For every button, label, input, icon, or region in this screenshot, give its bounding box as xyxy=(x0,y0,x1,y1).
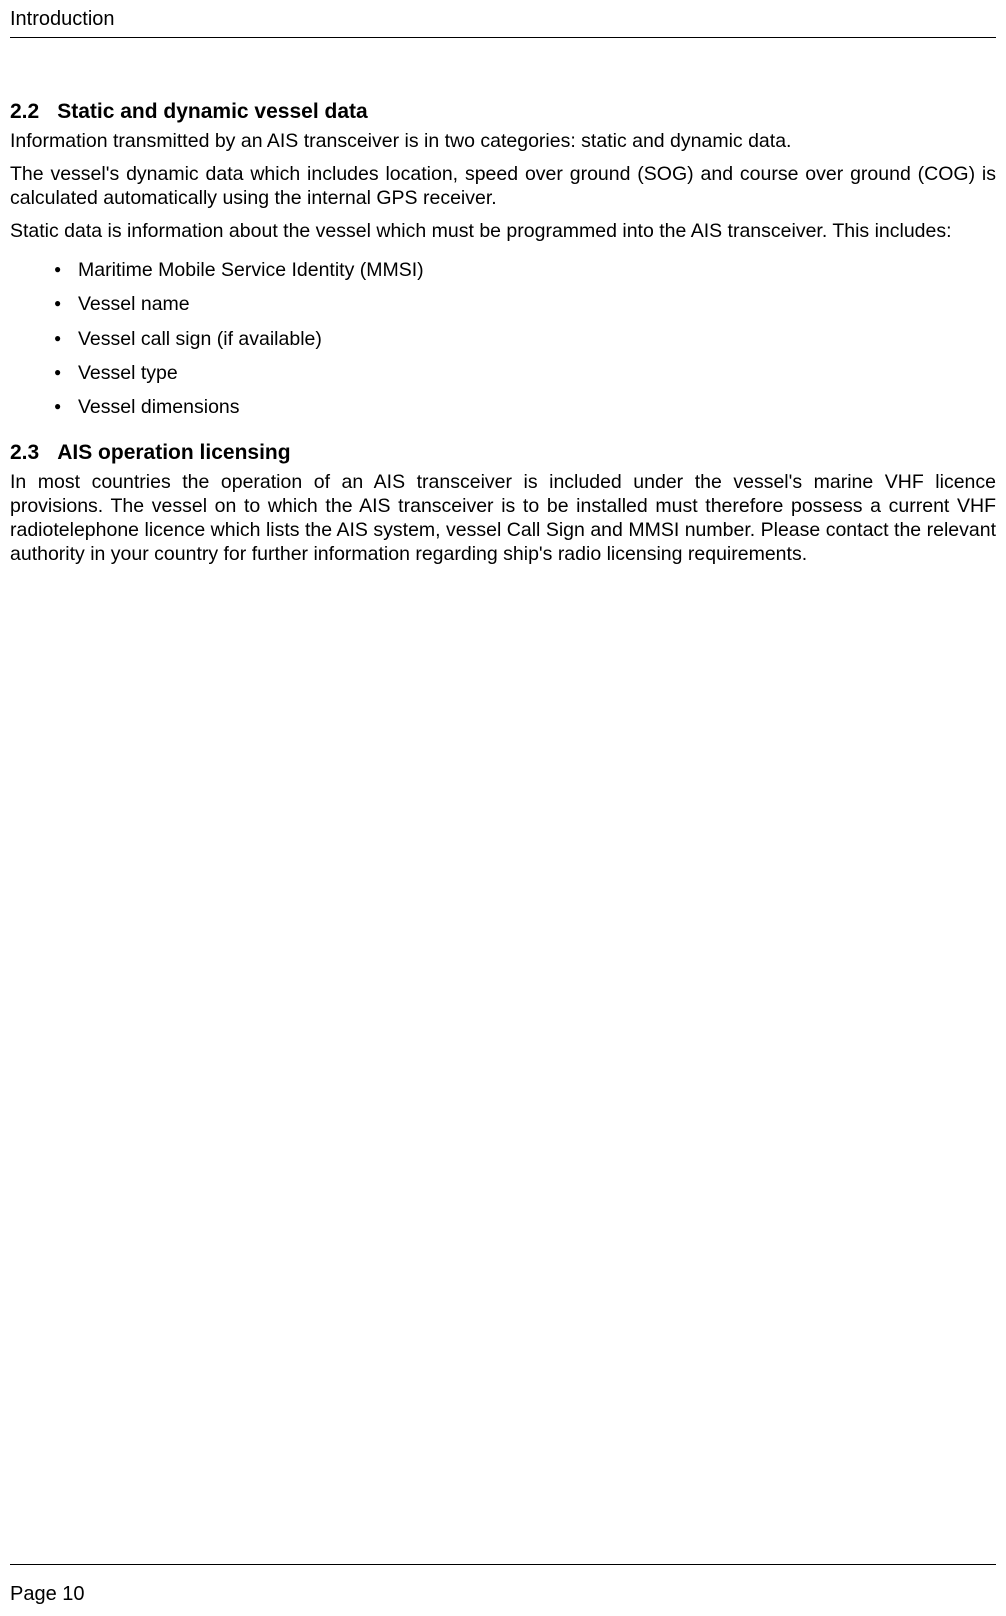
section-heading-2-3: 2.3 AIS operation licensing xyxy=(10,441,996,465)
page-footer: Page 10 xyxy=(10,1564,996,1616)
document-content: 2.2 Static and dynamic vessel data Inform… xyxy=(10,100,996,1564)
section-title: Static and dynamic vessel data xyxy=(57,100,367,123)
list-item: Vessel dimensions xyxy=(10,390,996,424)
list-item: Maritime Mobile Service Identity (MMSI) xyxy=(10,253,996,287)
bullet-list: Maritime Mobile Service Identity (MMSI) … xyxy=(10,253,996,425)
section-number: 2.2 xyxy=(10,100,39,123)
section-title: AIS operation licensing xyxy=(57,441,290,464)
paragraph: Static data is information about the ves… xyxy=(10,220,996,244)
list-item: Vessel type xyxy=(10,356,996,390)
list-item: Vessel name xyxy=(10,287,996,321)
paragraph: Information transmitted by an AIS transc… xyxy=(10,130,996,154)
page-number: Page 10 xyxy=(10,1583,996,1606)
paragraph: The vessel's dynamic data which includes… xyxy=(10,163,996,211)
paragraph: In most countries the operation of an AI… xyxy=(10,471,996,567)
list-item: Vessel call sign (if available) xyxy=(10,322,996,356)
section-number: 2.3 xyxy=(10,441,39,464)
header-section-title: Introduction xyxy=(10,8,996,38)
section-heading-2-2: 2.2 Static and dynamic vessel data xyxy=(10,100,996,124)
